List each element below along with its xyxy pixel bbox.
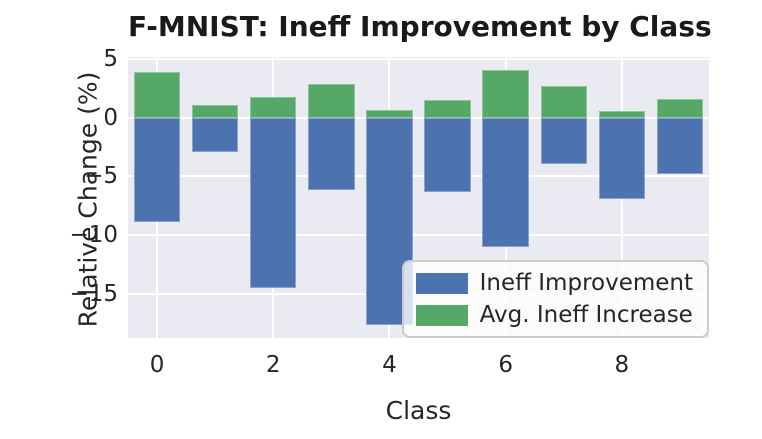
x-tick-label: 2: [265, 352, 281, 378]
x-tick-label: 4: [382, 352, 397, 378]
bar-ineff-improvement-class-0: [133, 117, 181, 223]
bar-ineff-improvement-class-7: [540, 117, 587, 164]
legend: Ineff Improvement Avg. Ineff Increase: [401, 260, 709, 338]
bar-avg-ineff-increase-class-8: [598, 110, 646, 118]
y-tick-label: −5: [84, 163, 118, 190]
bar-avg-ineff-increase-class-3: [308, 83, 355, 118]
bar-avg-ineff-increase-class-5: [424, 100, 471, 118]
bar-avg-ineff-increase-class-7: [540, 86, 587, 118]
gridline-horizontal: [128, 233, 709, 236]
y-tick-label: −15: [69, 280, 118, 307]
legend-swatch-blue: [415, 272, 468, 294]
legend-item-ineff-improvement: Ineff Improvement: [415, 270, 693, 296]
legend-swatch-green: [415, 304, 468, 326]
gridline-horizontal: [128, 116, 709, 119]
plot-area: [128, 57, 709, 338]
x-tick-label: 6: [498, 352, 513, 378]
y-tick-label: 5: [103, 46, 118, 73]
bar-ineff-improvement-class-2: [250, 117, 297, 288]
legend-item-avg-ineff-increase: Avg. Ineff Increase: [415, 302, 693, 328]
bar-avg-ineff-increase-class-2: [250, 96, 297, 118]
legend-label: Ineff Improvement: [479, 270, 693, 296]
y-tick-label: −10: [69, 221, 118, 248]
x-tick-label: 0: [149, 352, 165, 378]
y-tick-label: 0: [103, 104, 118, 131]
bar-ineff-improvement-class-3: [308, 117, 355, 191]
x-tick-label: 8: [614, 352, 630, 378]
bar-avg-ineff-increase-class-0: [133, 72, 181, 118]
y-axis-label: Relative Change (%): [73, 71, 103, 328]
bar-ineff-improvement-class-6: [482, 117, 529, 247]
bar-ineff-improvement-class-5: [424, 117, 471, 192]
bar-ineff-improvement-class-1: [191, 117, 239, 152]
legend-label: Avg. Ineff Increase: [479, 302, 693, 328]
bar-avg-ineff-increase-class-9: [656, 99, 704, 118]
x-axis-label: Class: [385, 396, 452, 425]
bar-avg-ineff-increase-class-6: [482, 69, 529, 118]
gridline-horizontal: [128, 58, 709, 61]
chart-title: F-MNIST: Ineff Improvement by Class: [128, 10, 712, 43]
bar-ineff-improvement-class-8: [598, 117, 646, 199]
bar-ineff-improvement-class-9: [656, 117, 704, 175]
bar-avg-ineff-increase-class-4: [366, 109, 413, 118]
bar-avg-ineff-increase-class-1: [191, 105, 239, 118]
gridline-horizontal: [128, 175, 709, 178]
